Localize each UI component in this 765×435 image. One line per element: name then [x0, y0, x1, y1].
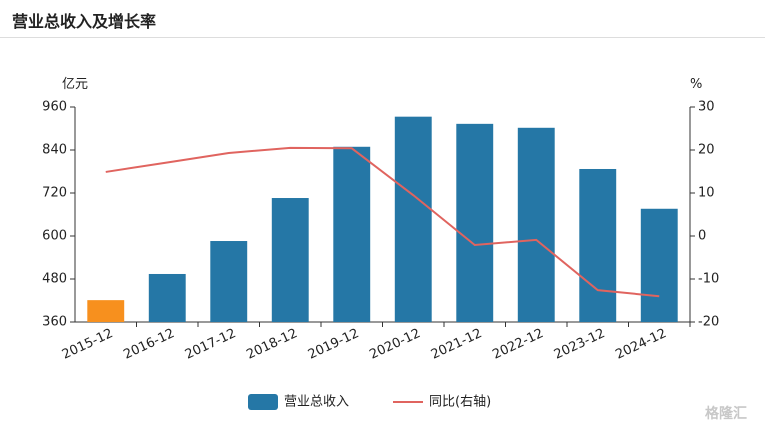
legend-label: 同比(右轴): [429, 395, 491, 410]
bar: [333, 146, 371, 322]
x-tick-label: 2020-12: [367, 326, 423, 363]
y-axis-label: 亿元: [62, 77, 88, 92]
x-tick-label: 2015-12: [60, 326, 116, 363]
watermark: 格隆汇: [705, 405, 747, 422]
x-tick-label: 2018-12: [244, 326, 300, 363]
y2-tick-label: 20: [698, 143, 715, 158]
bar: [517, 127, 555, 323]
x-tick-label: 2016-12: [121, 326, 177, 363]
y-tick-label: 960: [42, 100, 67, 115]
y-tick-label: 480: [42, 272, 67, 287]
bar: [579, 168, 617, 322]
bar: [640, 208, 678, 322]
y-tick-label: 720: [42, 186, 67, 201]
divider: [0, 37, 765, 38]
bar: [456, 123, 494, 322]
x-tick-label: 2022-12: [490, 326, 546, 363]
y2-tick-label: -10: [698, 272, 719, 287]
x-tick-label: 2017-12: [183, 326, 239, 363]
y-tick-label: 360: [42, 315, 67, 330]
y2-tick-label: 30: [698, 100, 715, 115]
legend-swatch: [248, 394, 278, 410]
y-tick-label: 840: [42, 143, 67, 158]
x-tick-label: 2019-12: [306, 326, 362, 363]
x-tick-label: 2024-12: [613, 326, 669, 363]
y2-axis-label: %: [690, 77, 702, 92]
legend-label: 营业总收入: [284, 395, 349, 410]
y-tick-label: 600: [42, 229, 67, 244]
y2-tick-label: 10: [698, 186, 715, 201]
bar: [394, 116, 432, 322]
line: [105, 146, 660, 298]
y2-tick-label: 0: [698, 229, 706, 244]
bar: [148, 273, 186, 322]
x-tick-label: 2021-12: [429, 326, 485, 363]
y2-tick-label: -20: [698, 315, 719, 330]
bar: [271, 198, 309, 322]
x-tick-label: 2023-12: [552, 326, 608, 363]
chart-title: 营业总收入及增长率: [12, 12, 157, 31]
bar: [87, 300, 125, 322]
bar: [210, 241, 248, 322]
